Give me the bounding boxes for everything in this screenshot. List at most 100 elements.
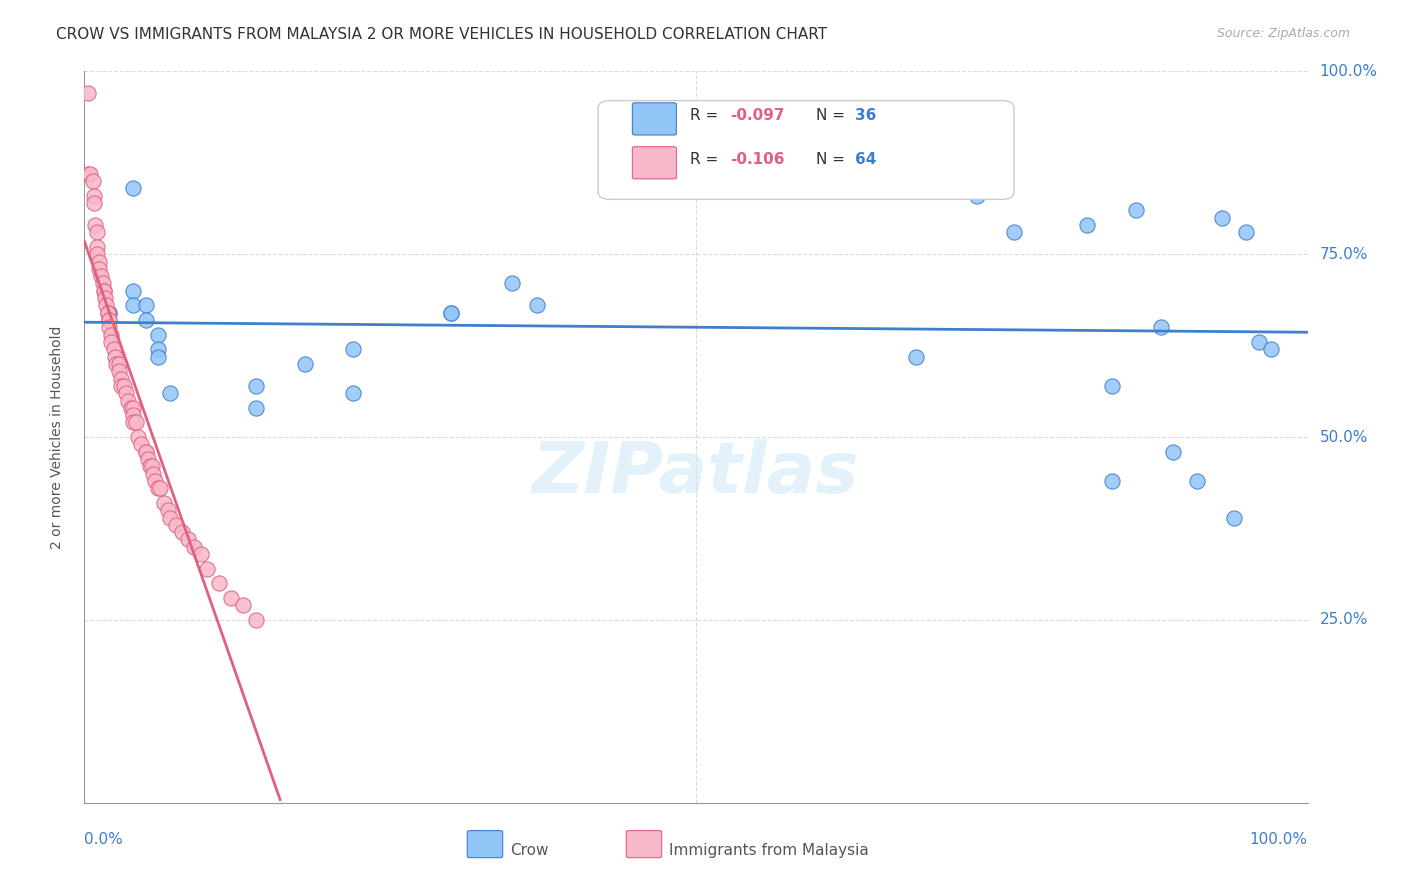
- Point: [97, 306, 120, 320]
- Point: [90, 269, 112, 284]
- Point: [122, 298, 145, 312]
- FancyBboxPatch shape: [633, 146, 676, 179]
- Text: ZIPatlas: ZIPatlas: [533, 439, 859, 508]
- Point: [1187, 474, 1209, 488]
- Point: [190, 547, 212, 561]
- Point: [82, 174, 104, 188]
- Point: [526, 298, 548, 312]
- Point: [100, 334, 122, 349]
- Point: [122, 181, 145, 195]
- Point: [86, 225, 108, 239]
- Point: [135, 298, 157, 312]
- Point: [97, 306, 120, 320]
- Point: [107, 364, 129, 378]
- FancyBboxPatch shape: [467, 830, 503, 858]
- Point: [96, 298, 118, 312]
- Text: Source: ZipAtlas.com: Source: ZipAtlas.com: [1216, 27, 1350, 40]
- Point: [146, 481, 169, 495]
- Point: [143, 474, 166, 488]
- Point: [97, 306, 120, 320]
- Point: [136, 452, 159, 467]
- Point: [94, 291, 117, 305]
- Text: 36: 36: [855, 108, 876, 123]
- Point: [156, 503, 179, 517]
- Point: [115, 386, 138, 401]
- Text: 50.0%: 50.0%: [1320, 430, 1368, 444]
- Point: [1101, 474, 1123, 488]
- Point: [1150, 320, 1173, 334]
- Point: [112, 379, 135, 393]
- Point: [122, 284, 145, 298]
- Point: [440, 306, 463, 320]
- Point: [135, 444, 157, 458]
- Text: 75.0%: 75.0%: [1320, 247, 1368, 261]
- Point: [105, 357, 128, 371]
- Point: [1223, 510, 1246, 524]
- Point: [135, 444, 157, 458]
- Point: [440, 306, 463, 320]
- Point: [153, 496, 176, 510]
- Point: [219, 591, 242, 605]
- Point: [79, 167, 101, 181]
- Point: [342, 343, 364, 357]
- Text: Crow: Crow: [510, 843, 548, 858]
- Point: [502, 277, 524, 291]
- Point: [91, 277, 114, 291]
- Point: [149, 481, 172, 495]
- Point: [195, 562, 218, 576]
- Text: -0.106: -0.106: [730, 152, 785, 167]
- Point: [77, 87, 100, 101]
- Text: 25.0%: 25.0%: [1320, 613, 1368, 627]
- Text: 64: 64: [855, 152, 876, 167]
- Text: 0.0%: 0.0%: [84, 832, 124, 847]
- Point: [122, 416, 145, 430]
- Y-axis label: 2 or more Vehicles in Household: 2 or more Vehicles in Household: [49, 326, 63, 549]
- Point: [232, 599, 254, 613]
- Point: [104, 350, 127, 364]
- Point: [183, 540, 205, 554]
- Point: [1101, 379, 1123, 393]
- Point: [141, 459, 163, 474]
- Point: [97, 320, 120, 334]
- Point: [86, 240, 108, 254]
- Point: [146, 327, 169, 342]
- Point: [1125, 203, 1147, 218]
- Text: 100.0%: 100.0%: [1250, 832, 1308, 847]
- Point: [110, 379, 132, 393]
- Point: [966, 188, 988, 202]
- Text: N =: N =: [815, 152, 849, 167]
- Point: [165, 517, 187, 532]
- Point: [117, 393, 139, 408]
- Point: [159, 386, 181, 401]
- Point: [129, 437, 152, 451]
- Point: [122, 408, 145, 422]
- Point: [122, 401, 145, 415]
- Point: [77, 167, 100, 181]
- Point: [93, 284, 115, 298]
- Point: [97, 306, 120, 320]
- Point: [83, 188, 105, 202]
- Point: [783, 167, 806, 181]
- Point: [1236, 225, 1258, 239]
- Point: [110, 371, 132, 385]
- Point: [97, 313, 120, 327]
- Point: [172, 525, 194, 540]
- Point: [1260, 343, 1282, 357]
- Point: [159, 510, 181, 524]
- FancyBboxPatch shape: [633, 103, 676, 135]
- Text: R =: R =: [690, 152, 723, 167]
- Point: [86, 247, 108, 261]
- Point: [103, 343, 125, 357]
- Point: [135, 313, 157, 327]
- Text: N =: N =: [815, 108, 849, 123]
- Point: [142, 467, 165, 481]
- Point: [146, 343, 169, 357]
- Point: [1002, 225, 1025, 239]
- Point: [127, 430, 149, 444]
- Text: Immigrants from Malaysia: Immigrants from Malaysia: [669, 843, 869, 858]
- Point: [93, 284, 115, 298]
- Point: [342, 386, 364, 401]
- Point: [125, 416, 148, 430]
- Point: [177, 533, 200, 547]
- Text: CROW VS IMMIGRANTS FROM MALAYSIA 2 OR MORE VEHICLES IN HOUSEHOLD CORRELATION CHA: CROW VS IMMIGRANTS FROM MALAYSIA 2 OR MO…: [56, 27, 827, 42]
